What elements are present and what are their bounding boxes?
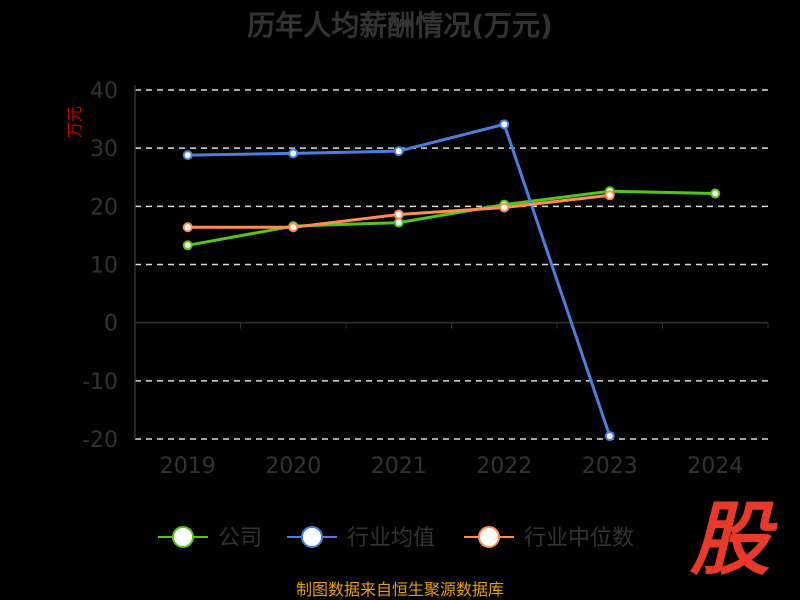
data-point xyxy=(182,150,193,161)
series-line xyxy=(187,189,716,247)
legend-item[interactable]: 行业中位数 xyxy=(464,526,634,551)
legend-label: 行业中位数 xyxy=(524,526,634,551)
data-point xyxy=(499,202,510,213)
x-tick-label: 2022 xyxy=(476,454,532,479)
x-tick-label: 2019 xyxy=(160,454,216,479)
data-point xyxy=(393,217,404,228)
data-point xyxy=(393,146,404,157)
source-note: 制图数据来自恒生聚源数据库 xyxy=(295,580,504,599)
data-point xyxy=(499,119,510,130)
x-tick-label: 2024 xyxy=(687,454,743,479)
y-tick-label: -10 xyxy=(82,370,118,395)
y-axis-label: 万元 xyxy=(65,106,84,138)
x-tick-label: 2020 xyxy=(265,454,321,479)
data-point xyxy=(288,148,299,159)
data-point xyxy=(604,190,615,201)
x-tick-label: 2021 xyxy=(371,454,427,479)
data-point xyxy=(604,431,615,442)
y-tick-label: -20 xyxy=(82,428,118,453)
legend-label: 行业均值 xyxy=(347,526,435,551)
data-point xyxy=(288,222,299,233)
data-point xyxy=(393,209,404,220)
legend-item[interactable]: 公司 xyxy=(158,526,262,551)
y-tick-label: 30 xyxy=(90,137,118,162)
y-tick-label: 40 xyxy=(90,79,118,104)
chart-title: 历年人均薪酬情况(万元) xyxy=(247,9,553,42)
legend-label: 公司 xyxy=(218,526,262,551)
data-point xyxy=(710,188,721,199)
data-point xyxy=(182,240,193,251)
x-tick-label: 2023 xyxy=(582,454,638,479)
y-tick-label: 0 xyxy=(104,312,118,337)
legend-item[interactable]: 行业均值 xyxy=(287,526,435,551)
logo: 股 xyxy=(690,493,770,586)
series-line xyxy=(187,122,612,437)
y-tick-label: 20 xyxy=(90,195,118,220)
y-tick-label: 10 xyxy=(90,254,118,279)
data-point xyxy=(182,222,193,233)
